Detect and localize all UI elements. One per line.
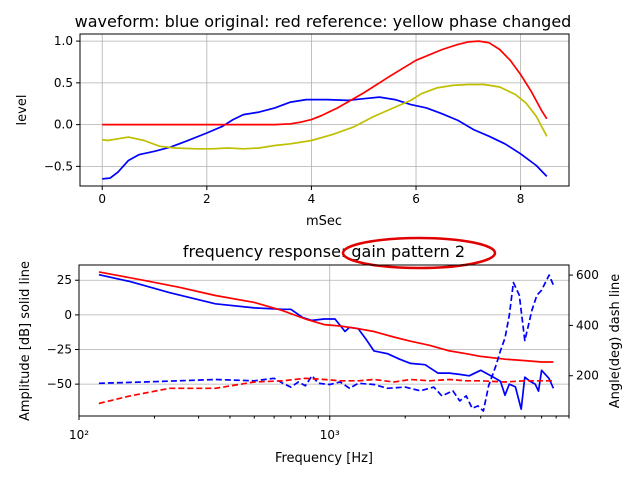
waveform-xlabel: mSec (306, 214, 342, 229)
waveform-ylabel: level (15, 95, 30, 126)
waveform-x-tick-label: 4 (308, 192, 316, 206)
waveform-series (102, 40, 548, 180)
angle-y2label: Angle(deg) dash line (608, 274, 623, 409)
waveform-series-line-2 (102, 83, 548, 150)
angle-y2-tick-label: 600 (576, 268, 599, 282)
frequency-x-tick-label: 10² (69, 428, 89, 442)
angle-y2-tick-label: 200 (576, 369, 599, 383)
waveform-x-tick-label: 6 (412, 192, 420, 206)
waveform-y-tick-label: −0.5 (44, 159, 73, 173)
amplitude-y-tick-label: 0 (64, 308, 72, 322)
phase-series-line-2 (98, 274, 555, 412)
waveform-series-line-1 (102, 40, 548, 126)
waveform-x-tick-label: 0 (98, 192, 106, 206)
angle-y2-tick-label: 400 (576, 318, 599, 332)
frequency-series (98, 271, 555, 412)
waveform-series-line-0 (102, 96, 548, 180)
waveform-title: waveform: blue original: red reference: … (75, 12, 572, 31)
frequency-x-tick-label: 10³ (320, 428, 340, 442)
waveform-x-tick-label: 8 (517, 192, 525, 206)
amplitude-y-tick-label: −25 (47, 343, 72, 357)
amplitude-y-tick-label: −50 (47, 377, 72, 391)
frequency-xlabel: Frequency [Hz] (275, 451, 373, 466)
waveform-x-tick-label: 2 (203, 192, 211, 206)
waveform-plot-frame (79, 33, 570, 187)
waveform-y-tick-label: 0.5 (54, 76, 73, 90)
amplitude-ylabel: Amplitude [dB] solid line (18, 261, 33, 421)
phase-series-line-3 (98, 377, 554, 405)
frequency-subplot: frequency response: gain pattern 2 10² 10… (18, 236, 623, 466)
waveform-subplot: waveform: blue original: red reference: … (15, 12, 571, 229)
amplitude-series-line-1 (98, 271, 554, 363)
amplitude-y-tick-label: 25 (57, 273, 72, 287)
frequency-title: frequency response: gain pattern 2 (183, 242, 465, 261)
waveform-y-tick-label: 0.0 (54, 118, 73, 132)
amplitude-series-line-0 (98, 273, 555, 410)
waveform-y-tick-label: 1.0 (54, 34, 73, 48)
highlight-ellipse (341, 236, 497, 270)
frequency-plot-frame (78, 264, 570, 417)
